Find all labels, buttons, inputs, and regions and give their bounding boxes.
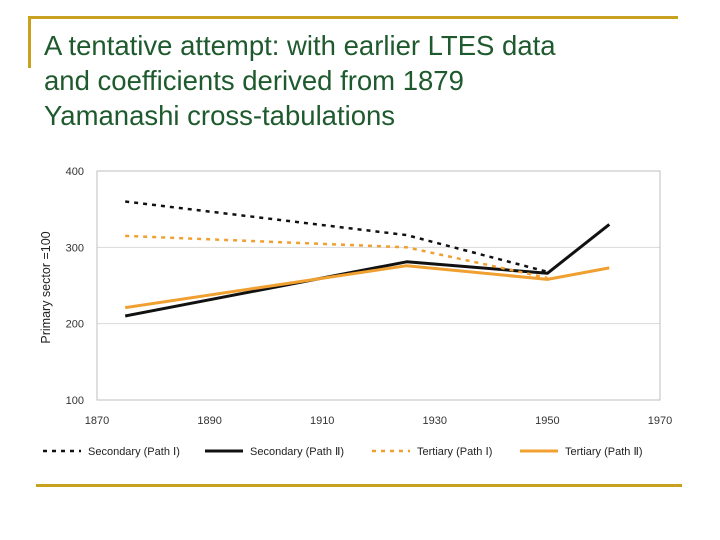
series-line-3 xyxy=(125,234,548,280)
y-tick-label: 400 xyxy=(66,166,84,178)
legend-label: Tertiary (Path Ⅱ) xyxy=(565,446,643,458)
y-tick-label: 200 xyxy=(66,319,84,331)
series-line-4 xyxy=(124,264,610,310)
x-tick-label: 1970 xyxy=(648,415,672,427)
slide-title: A tentative attempt: with earlier LTES d… xyxy=(44,28,684,134)
series-line-2 xyxy=(124,223,611,318)
legend-label: Secondary (Path Ⅰ) xyxy=(88,446,180,458)
x-tick-label: 1910 xyxy=(310,415,334,427)
legend-label: Tertiary (Path Ⅰ) xyxy=(417,446,492,458)
series-line-1 xyxy=(125,200,548,274)
slide-title-line-1: A tentative attempt: with earlier LTES d… xyxy=(44,30,556,61)
slide-title-line-2: and coefficients derived from 1879 xyxy=(44,65,464,97)
x-tick-label: 1890 xyxy=(197,415,221,427)
x-tick-label: 1950 xyxy=(535,415,559,427)
plot-frame xyxy=(96,170,661,401)
title-accent-rule-top xyxy=(28,16,678,19)
x-tick-label: 1870 xyxy=(85,415,109,427)
title-accent-rule-left xyxy=(28,16,31,68)
bottom-accent-rule xyxy=(36,484,682,487)
y-tick-label: 100 xyxy=(66,395,84,407)
legend-label: Secondary (Path Ⅱ) xyxy=(250,446,344,458)
x-tick-label: 1930 xyxy=(423,415,447,427)
y-axis-label: Primary sector =100 xyxy=(39,231,53,343)
slide-title-line-3: Yamanashi cross-tabulations xyxy=(44,100,396,132)
y-tick-label: 300 xyxy=(66,242,84,254)
